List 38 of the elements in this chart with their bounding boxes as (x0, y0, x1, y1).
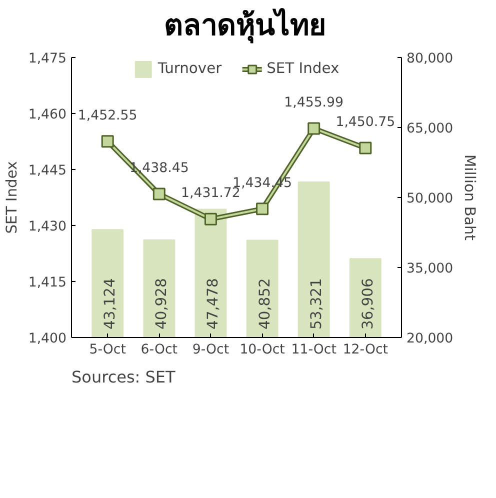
x-tick-label: 6-Oct (140, 342, 178, 358)
y2-tick-label: 65,000 (406, 121, 454, 136)
y-tick-label: 1,415 (28, 275, 66, 290)
legend-label: SET Index (266, 60, 340, 78)
chart-title: ตลาดหุ้นไทย (164, 7, 326, 46)
point (308, 122, 320, 135)
x-tick-label: 5-Oct (89, 342, 126, 358)
data-label: 53,321 (308, 278, 325, 330)
data-label: 40,928 (153, 278, 170, 330)
data-label: 1,452.55 (78, 108, 138, 124)
data-label: 47,478 (204, 278, 222, 330)
x-tick-label: 11-Oct (291, 342, 336, 358)
y-tick-label: 1,475 (28, 51, 66, 66)
y-tick-label: 1,430 (28, 219, 66, 234)
y-tick-label: 1,460 (28, 107, 66, 122)
data-label: 43,124 (102, 278, 119, 330)
data-label: 1,450.75 (336, 114, 396, 130)
source-note: Sources: SET (72, 367, 176, 386)
point (152, 188, 166, 200)
point (101, 134, 114, 148)
y-axis-title: SET Index (3, 160, 20, 234)
point (256, 202, 269, 216)
y2-tick-label: 80,000 (406, 51, 454, 66)
y2-tick-label: 20,000 (406, 331, 454, 346)
data-label: 36,906 (359, 278, 376, 330)
point (204, 212, 217, 226)
y2-tick-label: 35,000 (406, 261, 454, 276)
y2-axis-title: Million Baht (461, 154, 478, 241)
x-tick-label: 9-Oct (192, 342, 230, 358)
x-tick-label: 10-Oct (240, 342, 285, 358)
point (359, 142, 372, 154)
y-tick-label: 1,445 (28, 163, 66, 178)
x-tick-label: 12-Oct (342, 342, 388, 358)
y-tick-label: 1,400 (28, 331, 66, 346)
data-label: 40,852 (256, 278, 274, 330)
legend-label: Turnover (158, 60, 222, 78)
data-label: 1,455.99 (284, 95, 344, 110)
y2-tick-label: 50,000 (406, 191, 454, 206)
